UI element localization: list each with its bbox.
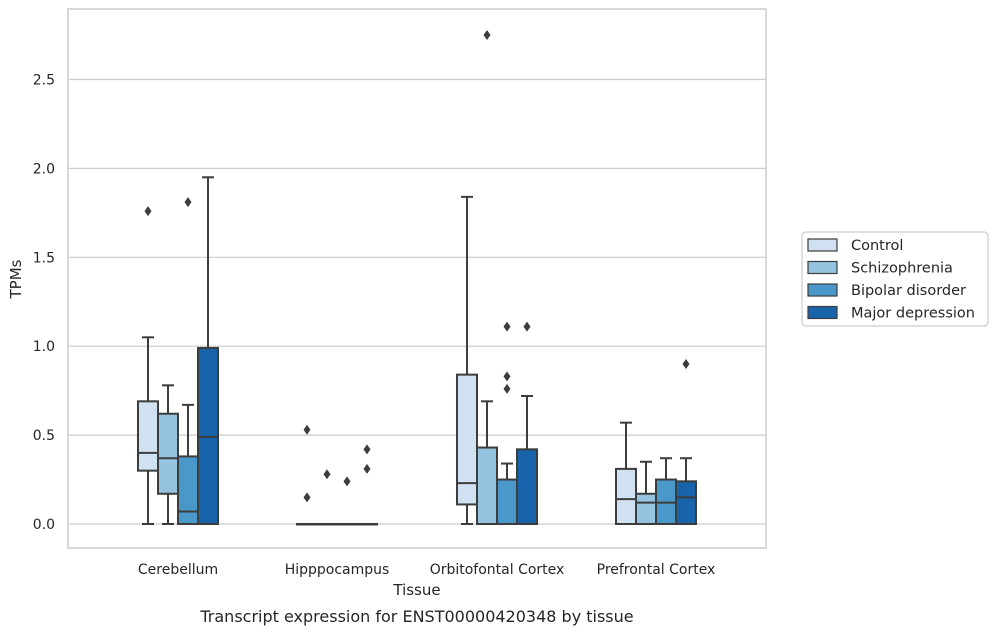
iqr-box: [157, 412, 179, 495]
outlier-point: [483, 30, 491, 41]
box-bipolar-disorder-cerebellum: [177, 197, 199, 526]
box-bipolar-disorder-prefrontal-cortex: [655, 457, 677, 525]
legend-frame: [801, 231, 989, 327]
outlier-point: [303, 424, 311, 435]
outlier-point: [682, 358, 690, 369]
y-axis-label: TPMs: [7, 259, 25, 299]
x-tick-label: Cerebellum: [138, 562, 218, 578]
chart-caption: Transcript expression for ENST0000042034…: [199, 607, 633, 626]
box-control-cerebellum: [137, 206, 159, 525]
box-bipolar-disorder-orbitofontal-cortex: [496, 321, 518, 525]
outlier-point: [343, 476, 351, 487]
outlier-point: [323, 469, 331, 480]
outlier-point: [363, 444, 371, 455]
box-control-prefrontal-cortex: [615, 421, 637, 525]
legend-label: Control: [851, 238, 903, 254]
box-major-depression-prefrontal-cortex: [675, 358, 697, 526]
y-tick-label: 0.5: [33, 428, 55, 444]
outlier-point: [503, 321, 511, 332]
box-schizophrenia-hipppocampus: [316, 469, 338, 526]
legend-swatch: [807, 305, 838, 320]
iqr-box: [635, 492, 657, 525]
box-major-depression-cerebellum: [197, 176, 219, 525]
iqr-box: [137, 400, 159, 472]
box-control-hipppocampus: [296, 424, 318, 526]
iqr-box: [456, 373, 478, 506]
outlier-point: [184, 197, 192, 208]
box-schizophrenia-cerebellum: [157, 384, 179, 525]
outlier-point: [503, 371, 511, 382]
x-tick-label: Hipppocampus: [285, 562, 390, 578]
x-tick-label: Prefrontal Cortex: [597, 562, 716, 578]
legend-label: Bipolar disorder: [851, 283, 966, 299]
outlier-point: [523, 321, 531, 332]
legend-label: Schizophrenia: [851, 261, 953, 277]
box-major-depression-orbitofontal-cortex: [516, 321, 538, 526]
x-axis-label: Tissue: [392, 581, 440, 599]
y-tick-label: 0.0: [33, 517, 55, 533]
box-bipolar-disorder-hipppocampus: [336, 476, 358, 526]
x-ticks: Cerebellum Hipppocampus Orbitofontal Corte…: [138, 562, 715, 578]
outlier-point: [363, 463, 371, 474]
box-schizophrenia-orbitofontal-cortex: [476, 30, 498, 525]
legend-label: Major depression: [851, 306, 975, 322]
box-schizophrenia-prefrontal-cortex: [635, 460, 657, 525]
y-tick-label: 1.0: [33, 339, 55, 355]
box-major-depression-hipppocampus: [356, 444, 378, 526]
y-tick-label: 1.5: [33, 250, 55, 266]
plot-frame: [67, 8, 767, 549]
iqr-box: [476, 446, 498, 525]
x-tick-label: Orbitofontal Cortex: [430, 562, 565, 578]
y-tick-label: 2.0: [33, 161, 55, 177]
legend-swatch: [807, 260, 838, 275]
outlier-point: [303, 492, 311, 503]
outlier-point: [144, 206, 152, 217]
iqr-box: [516, 448, 538, 526]
legend-swatch: [807, 238, 838, 252]
legend-swatch: [807, 283, 838, 297]
boxes: [137, 30, 697, 526]
y-ticks: 0.0 0.5 1.0 1.5 2.0 2.5: [33, 73, 55, 534]
iqr-box: [177, 455, 199, 526]
iqr-box: [615, 467, 637, 525]
iqr-box: [496, 478, 518, 525]
outlier-point: [503, 383, 511, 394]
y-tick-label: 2.5: [33, 73, 55, 89]
legend: Control Schizophrenia Bipolar disorder Majo…: [801, 231, 989, 327]
box-control-orbitofontal-cortex: [456, 195, 478, 525]
iqr-box: [675, 480, 697, 526]
